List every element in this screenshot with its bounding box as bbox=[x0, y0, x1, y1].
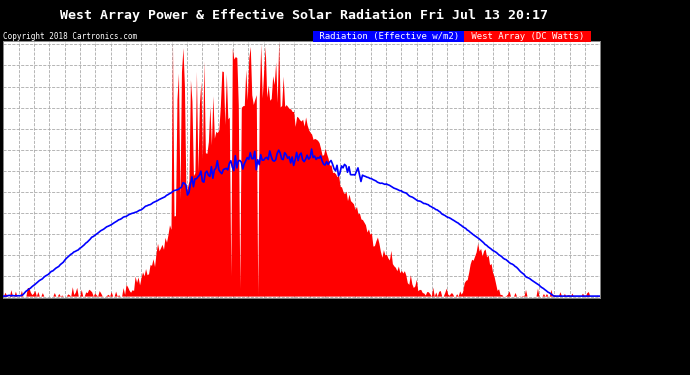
Text: West Array Power & Effective Solar Radiation Fri Jul 13 20:17: West Array Power & Effective Solar Radia… bbox=[59, 9, 548, 22]
Text: Radiation (Effective w/m2): Radiation (Effective w/m2) bbox=[314, 32, 464, 41]
Text: Copyright 2018 Cartronics.com: Copyright 2018 Cartronics.com bbox=[3, 32, 137, 41]
Text: West Array (DC Watts): West Array (DC Watts) bbox=[466, 32, 589, 41]
